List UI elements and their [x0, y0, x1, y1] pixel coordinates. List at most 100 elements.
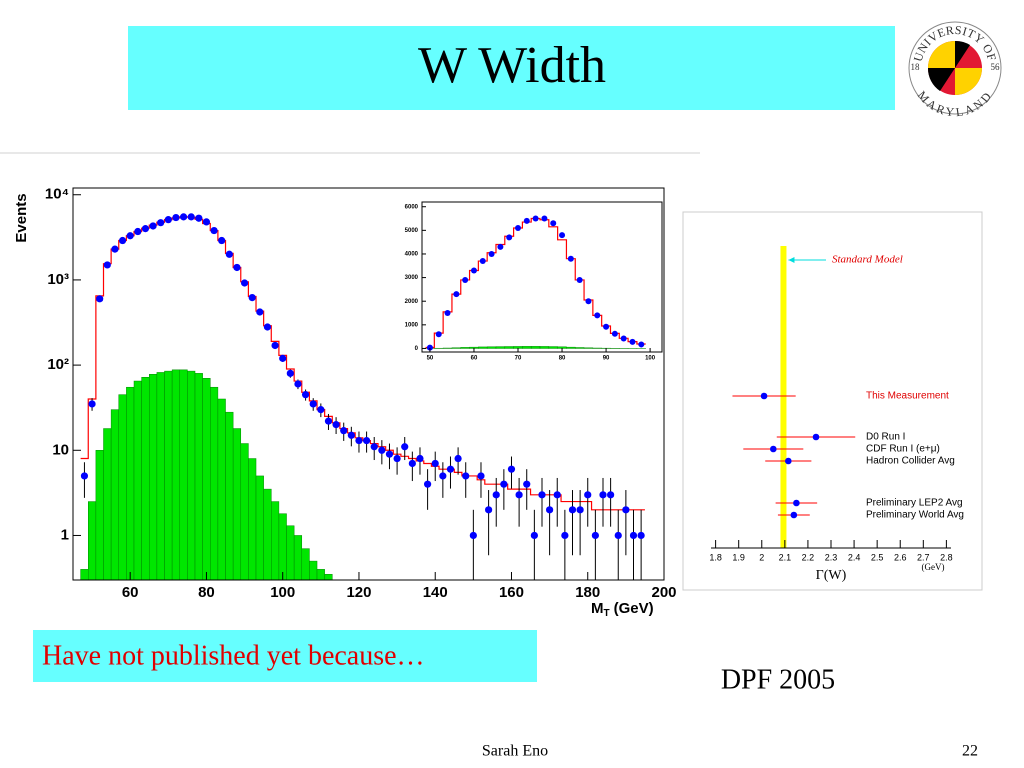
data-point	[385, 450, 394, 458]
data-point	[611, 330, 618, 337]
data-point	[546, 506, 554, 514]
data-point	[567, 255, 574, 262]
y-tick-label: 6000	[405, 204, 419, 210]
data-point	[218, 236, 226, 245]
background-bin	[460, 347, 470, 349]
data-point	[576, 276, 583, 283]
data-point	[340, 427, 348, 435]
background-bin	[141, 377, 150, 581]
data-point	[435, 331, 442, 338]
width-plot: Standard Model 1.8 1.9 2 2.1 2.2 2.3 2.4 2.5 2.6 2…	[682, 211, 983, 591]
data-point	[584, 491, 592, 499]
x-tick-label: 100	[645, 356, 656, 362]
data-point	[532, 215, 539, 222]
data-point	[248, 294, 256, 302]
data-point	[622, 506, 630, 514]
measurement-point	[770, 445, 777, 453]
background-bin	[217, 398, 226, 581]
background-bin	[271, 501, 280, 581]
data-point	[469, 531, 477, 540]
background-bin	[486, 346, 497, 349]
x-axis-unit: (GeV)	[922, 562, 945, 572]
y-tick-label: 0	[415, 346, 419, 352]
data-point	[515, 491, 523, 499]
data-point	[591, 531, 599, 540]
x-tick-label: 2.1	[779, 552, 792, 562]
background-bin	[187, 370, 196, 581]
data-point	[210, 226, 218, 235]
background-bin	[324, 574, 333, 581]
data-point	[279, 354, 287, 362]
background-bin	[194, 373, 203, 581]
x-tick-label: 2.7	[917, 552, 930, 562]
data-point	[515, 224, 521, 231]
x-axis-label: Γ(W)	[816, 568, 847, 583]
data-point	[576, 506, 584, 514]
x-tick-label: 80	[559, 356, 566, 362]
x-axis-label: MT (GeV)	[591, 600, 654, 619]
background-bin	[522, 346, 532, 349]
background-bin	[133, 380, 142, 581]
data-point	[301, 391, 310, 399]
data-point	[637, 531, 645, 540]
data-point	[126, 232, 134, 240]
x-tick-label: 60	[122, 584, 139, 601]
x-tick-label: 2.2	[802, 552, 815, 562]
measurement-label: Preliminary World Avg	[866, 510, 964, 521]
logo-year: 56	[991, 62, 1001, 72]
data-point	[446, 465, 455, 473]
background-bin	[451, 347, 462, 349]
data-point	[506, 234, 513, 241]
data-point	[362, 436, 371, 445]
title-bar	[128, 26, 895, 110]
data-point	[317, 406, 325, 414]
data-point	[541, 215, 548, 222]
data-point	[497, 243, 504, 250]
data-point	[462, 276, 469, 283]
data-point	[286, 369, 294, 377]
measurement-label: D0 Run I	[866, 432, 905, 443]
x-tick-label: 180	[575, 584, 600, 601]
data-point	[629, 338, 636, 345]
x-tick-label: 1.8	[709, 552, 722, 562]
data-point	[164, 216, 172, 224]
x-tick-label: 2.5	[871, 552, 884, 562]
x-axis-label-sub: T	[604, 608, 610, 619]
x-tick-label: 50	[427, 356, 434, 362]
logo-quarter	[927, 40, 970, 91]
x-tick-label: 1.9	[732, 552, 745, 562]
background-bin	[278, 513, 287, 581]
background-bin	[301, 548, 310, 581]
data-point	[332, 421, 340, 429]
data-point	[426, 344, 433, 351]
y-tick-label: 4000	[405, 252, 419, 258]
data-point	[462, 472, 470, 480]
background-bin	[225, 411, 234, 581]
data-point	[263, 323, 272, 331]
data-point	[479, 258, 486, 265]
data-point	[561, 531, 569, 540]
data-point	[553, 491, 561, 499]
data-point	[416, 454, 424, 463]
data-point	[603, 323, 610, 330]
y-axis-label: Events	[13, 193, 30, 242]
reference-arrowhead	[788, 257, 795, 263]
background-bin	[566, 346, 576, 349]
slide-title: W Width	[418, 37, 606, 94]
data-point	[492, 491, 500, 499]
data-point	[309, 400, 317, 408]
data-point	[607, 491, 615, 499]
x-tick-label: 2.3	[825, 552, 838, 562]
data-point	[393, 454, 401, 463]
measurement-label: Hadron Collider Avg	[866, 456, 955, 467]
data-point	[225, 250, 233, 258]
note: Have not published yet because…	[42, 640, 425, 671]
background-bin	[504, 346, 514, 349]
background-bin	[263, 488, 272, 581]
measurement-point	[793, 499, 800, 507]
data-point	[256, 308, 264, 316]
data-point	[470, 267, 477, 274]
x-tick-label: 60	[471, 356, 478, 362]
